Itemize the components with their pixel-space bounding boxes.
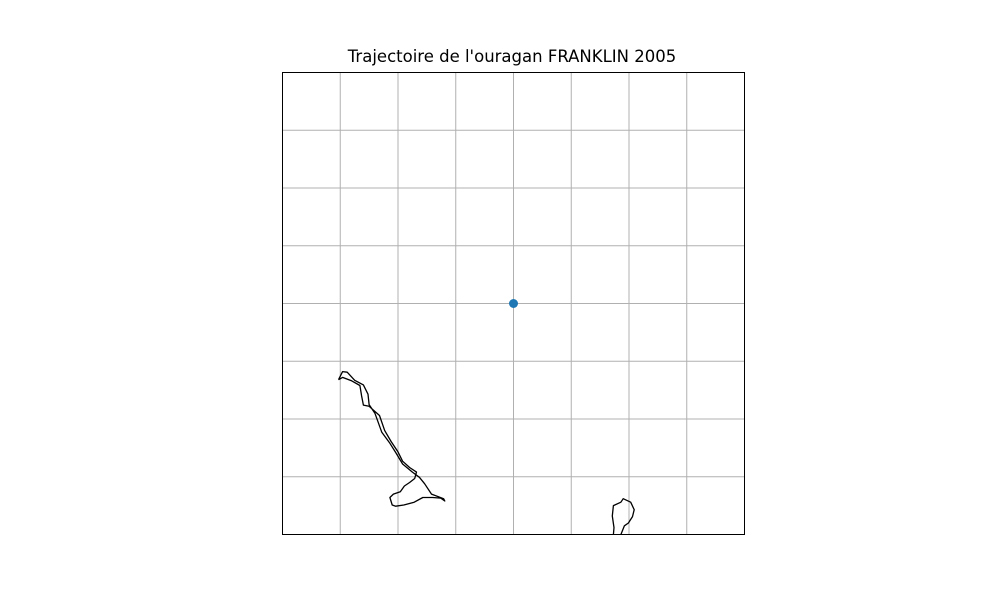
coastline-landmass-left (337, 370, 446, 507)
map-frame (282, 72, 745, 535)
map-title: Trajectoire de l'ouragan FRANKLIN 2005 (347, 47, 677, 66)
hurricane-track-layer (509, 299, 518, 308)
track-point (509, 299, 518, 308)
coastline-landmass-right (611, 498, 635, 535)
coastline-layer (337, 370, 635, 535)
map-gridlines (282, 72, 745, 535)
